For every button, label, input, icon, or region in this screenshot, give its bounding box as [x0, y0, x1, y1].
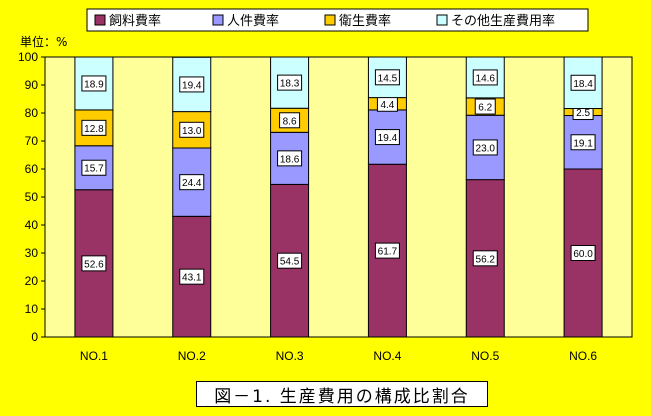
data-label-box — [570, 245, 596, 261]
data-label: 18.4 — [573, 79, 593, 90]
data-label: 4.4 — [380, 100, 394, 111]
legend-label: 飼料費率 — [109, 13, 161, 29]
y-tick-label: 70 — [25, 134, 39, 148]
data-label-box — [277, 150, 303, 167]
data-label: 24.4 — [182, 178, 202, 189]
data-label: 54.5 — [280, 257, 300, 268]
y-tick-label: 90 — [25, 78, 39, 92]
legend — [86, 8, 589, 32]
data-label-box — [277, 74, 303, 91]
data-label: 18.6 — [280, 154, 300, 165]
data-label-box — [277, 252, 303, 269]
plot-area — [44, 56, 633, 338]
data-label: 61.7 — [378, 247, 398, 258]
y-tick-label: 10 — [25, 302, 39, 316]
data-label-box — [81, 159, 107, 176]
y-tick-label: 0 — [31, 330, 38, 344]
data-label-box — [179, 76, 205, 93]
data-label: 19.4 — [378, 133, 398, 144]
y-tick-label: 80 — [25, 106, 39, 120]
data-label-box — [374, 129, 400, 146]
y-tick-label: 100 — [18, 50, 38, 64]
data-label: 8.6 — [283, 116, 297, 127]
y-axis-label: 単位：% — [20, 34, 67, 49]
data-label: 60.0 — [573, 249, 593, 260]
data-label: 43.1 — [182, 273, 202, 284]
legend-swatch — [436, 14, 448, 26]
legend-swatch — [94, 14, 106, 26]
data-label: 18.9 — [84, 79, 104, 90]
data-label: 6.2 — [478, 103, 492, 114]
x-tick-label: NO.6 — [569, 349, 597, 363]
legend-label: 衛生費率 — [339, 13, 391, 29]
data-label-box — [472, 69, 498, 86]
data-label-box — [81, 75, 107, 92]
data-label-box — [81, 255, 107, 272]
data-label-box — [472, 250, 498, 267]
legend-label: その他生産費用率 — [451, 13, 555, 29]
data-label: 19.4 — [182, 80, 202, 91]
data-label: 15.7 — [84, 164, 104, 175]
data-label: 14.6 — [476, 73, 496, 84]
data-label: 23.0 — [476, 143, 496, 154]
data-label-box — [179, 121, 205, 138]
data-label-box — [179, 268, 205, 285]
data-label-box — [81, 119, 107, 136]
bar-segment — [465, 114, 505, 181]
x-tick-label: NO.5 — [471, 349, 499, 363]
data-label: 19.1 — [573, 138, 593, 149]
y-tick-label: 50 — [25, 190, 39, 204]
y-tick-label: 40 — [25, 218, 39, 232]
data-label-box — [570, 74, 596, 91]
x-tick-label: NO.2 — [178, 349, 206, 363]
data-label: 52.6 — [84, 259, 104, 270]
data-label-box — [374, 242, 400, 259]
data-label-box — [279, 112, 301, 129]
data-label: 56.2 — [476, 254, 496, 265]
y-tick-label: 60 — [25, 162, 39, 176]
data-label: 13.0 — [182, 126, 202, 137]
data-label: 14.5 — [378, 73, 398, 84]
data-label-box — [472, 139, 498, 156]
chart-title: 図－1. 生産費用の構成比割合 — [196, 381, 488, 407]
x-tick-label: NO.3 — [276, 349, 304, 363]
data-label-box — [374, 69, 400, 86]
data-label: 18.3 — [280, 79, 300, 90]
data-label: 2.5 — [576, 108, 590, 119]
data-label-box — [570, 134, 596, 151]
y-tick-label: 30 — [25, 246, 39, 260]
x-tick-label: NO.1 — [80, 349, 108, 363]
x-tick-label: NO.4 — [373, 349, 401, 363]
legend-label: 人件費率 — [227, 13, 279, 29]
y-tick-label: 20 — [25, 274, 39, 288]
legend-swatch — [212, 14, 224, 26]
data-label: 12.8 — [84, 124, 104, 135]
legend-swatch — [324, 14, 336, 26]
data-label-box — [474, 98, 496, 115]
data-label-box — [179, 174, 205, 191]
bar-segment — [367, 109, 407, 165]
